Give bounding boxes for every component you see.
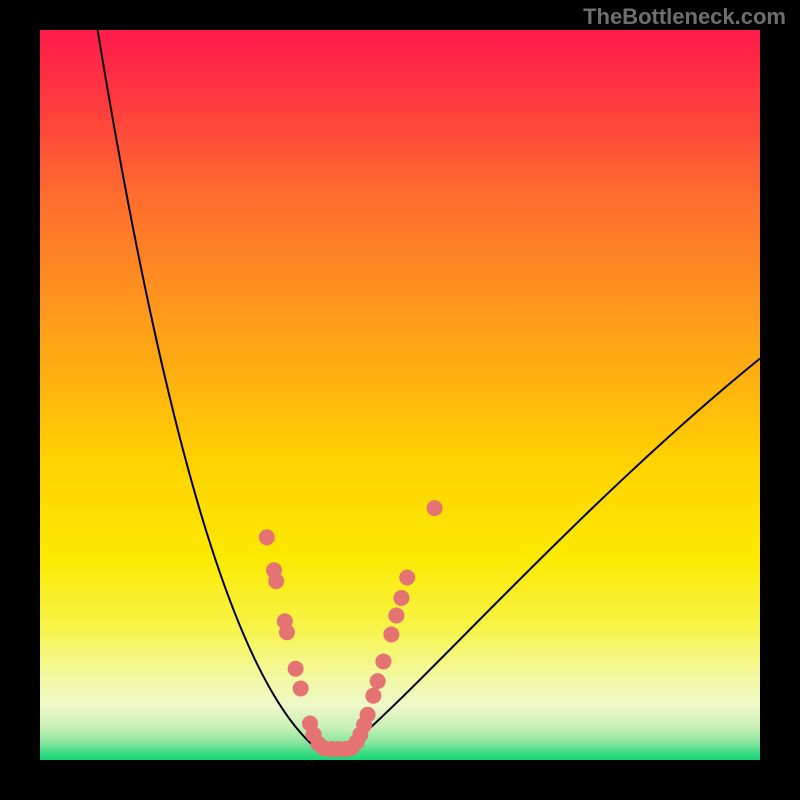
plot-background — [40, 30, 760, 760]
data-marker — [268, 573, 284, 589]
data-marker — [279, 624, 295, 640]
chart-root: TheBottleneck.com — [0, 0, 800, 800]
chart-svg — [0, 0, 800, 800]
data-marker — [393, 590, 409, 606]
data-marker — [259, 529, 275, 545]
data-marker — [375, 653, 391, 669]
data-marker — [360, 707, 376, 723]
data-marker — [427, 500, 443, 516]
data-marker — [370, 673, 386, 689]
data-marker — [399, 570, 415, 586]
data-marker — [288, 661, 304, 677]
data-marker — [383, 626, 399, 642]
data-marker — [388, 607, 404, 623]
watermark-text: TheBottleneck.com — [583, 4, 786, 30]
data-marker — [293, 680, 309, 696]
data-marker — [365, 688, 381, 704]
